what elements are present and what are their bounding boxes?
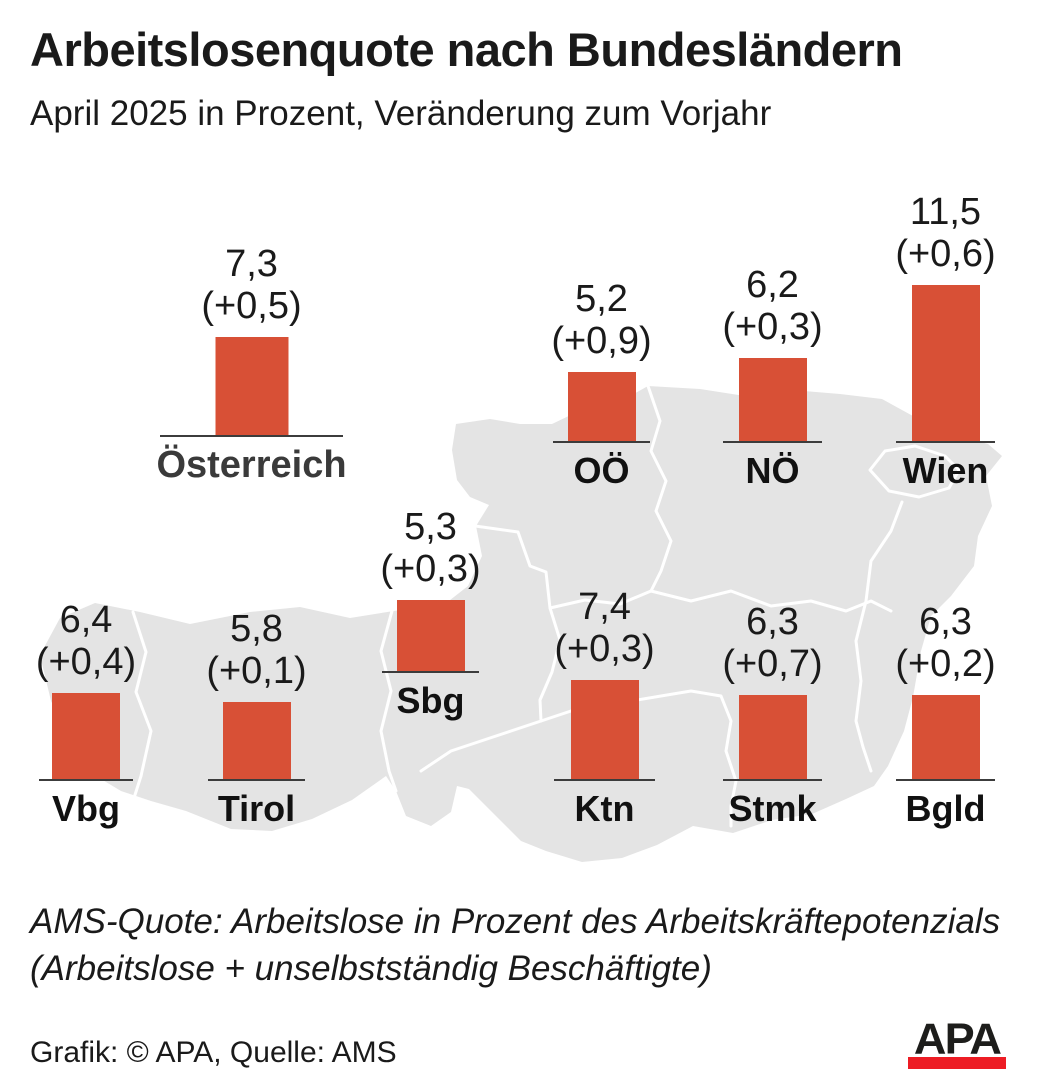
bar-tirol (222, 702, 291, 781)
state-label-vbg: Vbg (52, 788, 120, 829)
bar-stmk (738, 695, 807, 781)
bar-sbg (396, 600, 465, 673)
state-label-bgld: Bgld (905, 788, 986, 829)
value-label-wien: 11,5 (+0,6) (895, 191, 996, 275)
bar-ktn (570, 680, 639, 781)
value-label-bgld: 6,3 (+0,2) (895, 601, 996, 685)
state-label-oesterreich: Österreich (156, 444, 347, 486)
bar-bgld (911, 695, 980, 781)
state-label-tirol: Tirol (217, 788, 296, 829)
baseline-noe (723, 441, 822, 443)
value-label-oesterreich: 7,3 (+0,5) (201, 243, 302, 327)
bar-ooe (567, 372, 636, 443)
bar-vbg (52, 693, 120, 781)
page-title: Arbeitslosenquote nach Bundesländern (30, 23, 903, 76)
baseline-bgld (896, 779, 995, 781)
footnote-line1: AMS-Quote: Arbeitslose in Prozent des Ar… (30, 902, 1001, 941)
bar-oesterreich (215, 337, 288, 437)
state-label-sbg: Sbg (396, 680, 465, 721)
baseline-oesterreich (160, 435, 343, 437)
state-label-ktn: Ktn (574, 788, 635, 829)
value-label-vbg: 6,4 (+0,4) (35, 599, 137, 683)
baseline-tirol (208, 779, 305, 781)
state-label-ooe: OÖ (573, 450, 630, 491)
baseline-ooe (553, 441, 650, 443)
baseline-vbg (39, 779, 133, 781)
baseline-stmk (723, 779, 822, 781)
page-subtitle: April 2025 in Prozent, Veränderung zum V… (30, 94, 772, 133)
value-label-ktn: 7,4 (+0,3) (554, 586, 655, 670)
baseline-sbg (382, 671, 479, 673)
apa-logo-red-bar (908, 1057, 1006, 1069)
bar-noe (738, 358, 807, 443)
apa-logo-text: APA (913, 1013, 1002, 1063)
baseline-ktn (554, 779, 655, 781)
credit-line: Grafik: © APA, Quelle: AMS (30, 1036, 397, 1069)
value-label-tirol: 5,8 (+0,1) (206, 608, 307, 692)
value-label-sbg: 5,3 (+0,3) (380, 506, 481, 590)
state-label-stmk: Stmk (728, 788, 817, 829)
state-label-noe: NÖ (745, 450, 800, 491)
value-label-noe: 6,2 (+0,3) (722, 264, 823, 348)
value-label-stmk: 6,3 (+0,7) (722, 601, 823, 685)
footnote-line2: (Arbeitslose + unselbstständig Beschäfti… (30, 949, 712, 988)
bar-wien (911, 285, 980, 443)
state-borders (131, 384, 961, 828)
state-label-wien: Wien (902, 450, 989, 491)
baseline-wien (896, 441, 995, 443)
value-label-ooe: 5,2 (+0,9) (551, 278, 652, 362)
apa-logo: APA (908, 1016, 1006, 1069)
footnote: AMS-Quote: Arbeitslose in Prozent des Ar… (30, 898, 1030, 992)
